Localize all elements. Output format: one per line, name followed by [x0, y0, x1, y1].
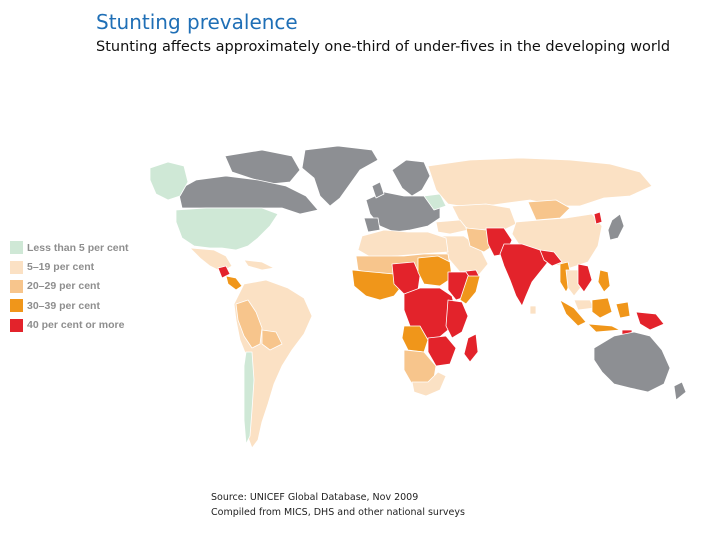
legend-swatch [10, 241, 23, 255]
region-arctic-canada [224, 149, 301, 185]
region-mongolia [527, 199, 571, 221]
legend-label: 5–19 per cent [27, 261, 95, 274]
region-andes [235, 299, 263, 349]
region-malaysia [573, 299, 595, 311]
region-chad-sudan [417, 255, 453, 287]
region-zambia-mozambique [427, 335, 457, 367]
region-west-africa [351, 269, 403, 301]
map-legend: Less than 5 per cent 5–19 per cent 20–29… [10, 238, 129, 335]
legend-swatch [10, 260, 23, 274]
legend-item: Less than 5 per cent [10, 238, 129, 257]
region-india [499, 243, 549, 307]
region-usa [175, 207, 279, 251]
legend-swatch [10, 279, 23, 293]
region-turkey [435, 219, 469, 235]
region-caribbean [243, 259, 275, 271]
source-note: Source: UNICEF Global Database, Nov 2009… [211, 490, 465, 520]
legend-label: 30–39 per cent [27, 299, 100, 312]
slide-subtitle: Stunting affects approximately one-third… [96, 39, 671, 55]
region-madagascar [463, 333, 479, 363]
region-papua [635, 311, 665, 331]
legend-swatch [10, 318, 23, 332]
region-australia [593, 331, 671, 393]
region-sri-lanka [529, 305, 537, 315]
legend-swatch [10, 299, 23, 313]
region-north-korea [593, 211, 603, 225]
region-philippines [597, 269, 611, 293]
region-central-america [225, 275, 243, 291]
region-russia [427, 157, 653, 209]
legend-label: 20–29 per cent [27, 280, 100, 293]
region-paraguay-bolivia [261, 329, 283, 351]
region-sulawesi-islands [615, 301, 631, 319]
legend-label: Less than 5 per cent [27, 241, 129, 254]
legend-label: 40 per cent or more [27, 319, 125, 332]
region-east-africa [445, 299, 469, 339]
region-somalia [459, 275, 481, 305]
source-line: Source: UNICEF Global Database, Nov 2009 [211, 492, 419, 503]
region-alaska [149, 161, 189, 201]
region-iberia [363, 217, 381, 233]
region-uk [371, 181, 385, 199]
slide-title: Stunting prevalence [96, 10, 298, 34]
region-borneo [591, 297, 613, 319]
region-scandinavia [391, 159, 431, 197]
region-sumatra [559, 299, 587, 327]
region-new-zealand [673, 381, 687, 401]
legend-item: 5–19 per cent [10, 257, 129, 276]
region-south-africa [411, 371, 447, 397]
region-java [587, 323, 621, 333]
legend-item: 40 per cent or more [10, 316, 129, 335]
legend-item: 20–29 per cent [10, 277, 129, 296]
region-north-africa [357, 229, 449, 259]
legend-item: 30–39 per cent [10, 296, 129, 315]
region-japan [607, 213, 625, 241]
region-guatemala [217, 265, 231, 279]
region-eastern-europe [423, 193, 447, 211]
region-nepal-bangladesh [539, 249, 563, 267]
region-chile [243, 351, 255, 445]
region-laos-cambodia-vietnam [577, 263, 593, 293]
source-line: Compiled from MICS, DHS and other nation… [211, 507, 465, 518]
region-greenland [301, 145, 379, 207]
